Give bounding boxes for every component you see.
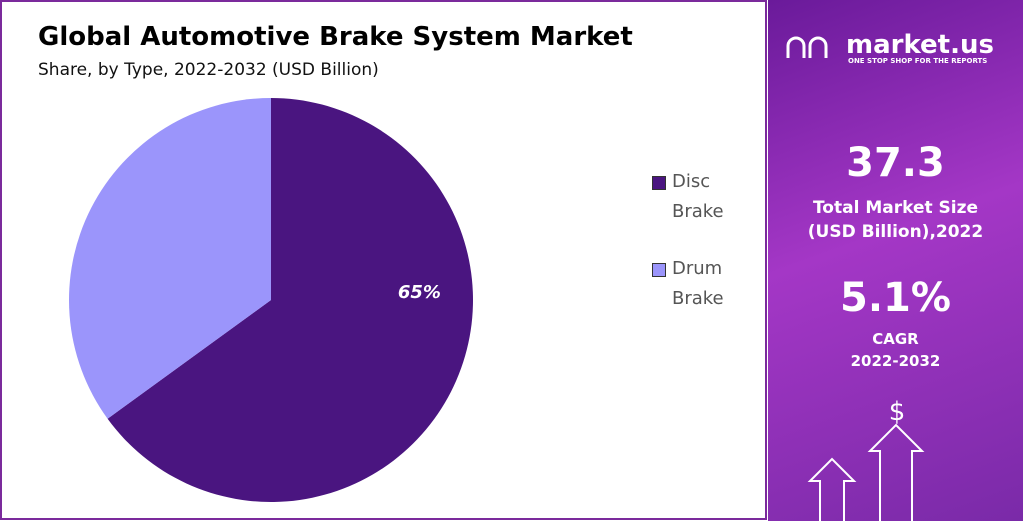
legend-item: Disc Brake [652, 167, 742, 227]
chart: 65% [69, 98, 474, 503]
cagr-period: 2022-2032 [850, 352, 941, 370]
market-size-label: Total Market Size [812, 198, 979, 218]
market-size-unit: (USD Billion),2022 [807, 222, 984, 242]
legend-label: Disc Brake [672, 171, 724, 222]
tagline: ONE STOP SHOP FOR THE REPORTS [848, 57, 988, 65]
cagr-label: CAGR [872, 330, 919, 348]
legend-swatch [652, 263, 666, 277]
data-label: 65% [398, 282, 441, 303]
legend-swatch [652, 176, 666, 190]
dollar-icon: $ [889, 397, 906, 427]
chart-subtitle: Share, by Type, 2022-2032 (USD Billion) [38, 60, 379, 80]
logo-icon [786, 36, 828, 58]
legend-item: Drum Brake [652, 254, 742, 314]
arrows [807, 423, 925, 521]
panel-decoration: $ [786, 36, 925, 521]
pie-slice [69, 98, 271, 419]
info-panel: $ market.us ONE STOP SHOP FOR THE REPORT… [768, 0, 1023, 521]
legend-label: Drum Brake [672, 258, 724, 309]
pie-slice [107, 98, 474, 503]
logo-text: market.us [846, 30, 994, 60]
chart-title: Global Automotive Brake System Market [38, 22, 633, 52]
market-size: 37.3 [846, 140, 945, 186]
chart-area: 65% Global Automotive Brake System Marke… [0, 0, 767, 520]
cagr: 5.1% [840, 275, 951, 321]
